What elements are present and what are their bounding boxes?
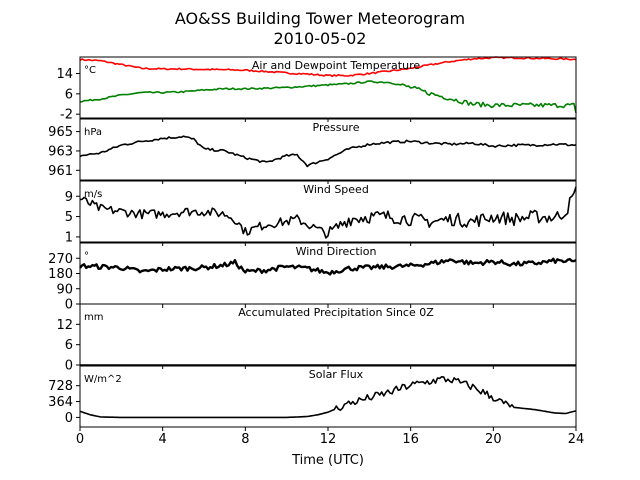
panel-4-ytick-label: 270	[48, 252, 73, 267]
x-tick-label: 8	[241, 432, 249, 447]
panel-4-series-1-line	[79, 257, 577, 276]
panel-5-ytick-label: 6	[65, 338, 73, 353]
panel-5-title: Accumulated Precipitation Since 0Z	[238, 306, 434, 319]
panel-2-title: Pressure	[313, 121, 360, 134]
panel-6-ytick-label: 364	[48, 395, 73, 410]
panel-2-ytick-label: 965	[48, 125, 73, 140]
panel-2-series-1-line	[79, 135, 577, 168]
figure-title: AO&SS Building Tower Meteorogram	[174, 9, 466, 28]
panel-1-series-2-line	[79, 80, 577, 113]
panel-1-ytick-label: 6	[65, 87, 73, 102]
x-tick-label: 16	[402, 432, 419, 447]
panel-6-ytick-label: 728	[48, 379, 73, 394]
panel-1-title: Air and Dewpoint Temperature	[252, 59, 420, 72]
x-tick-label: 20	[485, 432, 502, 447]
figure-subtitle: 2010-05-02	[273, 29, 367, 48]
panel-1-ytick-label: 14	[56, 67, 73, 82]
panel-1-ytick-label: -2	[60, 108, 73, 123]
panel-3-title: Wind Speed	[303, 183, 369, 196]
panel-6-series-1-line	[79, 375, 577, 419]
panel-5-ytick-label: 0	[65, 359, 73, 374]
panel-4-ytick-label: 90	[56, 282, 73, 297]
panel-6-unit-label: W/m^2	[84, 374, 122, 385]
x-tick-label: 0	[76, 432, 84, 447]
panel-3-ytick-label: 5	[65, 210, 73, 225]
panel-3-unit-label: m/s	[84, 189, 102, 200]
panel-2-unit-label: hPa	[84, 127, 102, 138]
x-tick-label: 12	[320, 432, 337, 447]
panel-2-ytick-label: 963	[48, 144, 73, 159]
panel-4-ytick-label: 180	[48, 267, 73, 282]
panel-2-ytick-label: 961	[48, 164, 73, 179]
panel-3-ytick-label: 1	[65, 230, 73, 245]
panel-4-unit-label: °	[84, 251, 89, 262]
panel-4-ytick-label: 0	[65, 298, 73, 313]
panel-6-title: Solar Flux	[309, 368, 364, 381]
panel-4-title: Wind Direction	[296, 245, 377, 258]
panel-1-unit-label: °C	[84, 65, 96, 76]
panel-3-series-1-line	[79, 186, 577, 239]
x-axis-label: Time (UTC)	[292, 453, 364, 468]
x-tick-label: 4	[159, 432, 167, 447]
panel-5-unit-label: mm	[84, 312, 103, 323]
x-tick-label: 24	[568, 432, 585, 447]
panel-3-ytick-label: 9	[65, 190, 73, 205]
panel-5-ytick-label: 12	[56, 318, 73, 333]
panel-6-ytick-label: 0	[65, 411, 73, 426]
